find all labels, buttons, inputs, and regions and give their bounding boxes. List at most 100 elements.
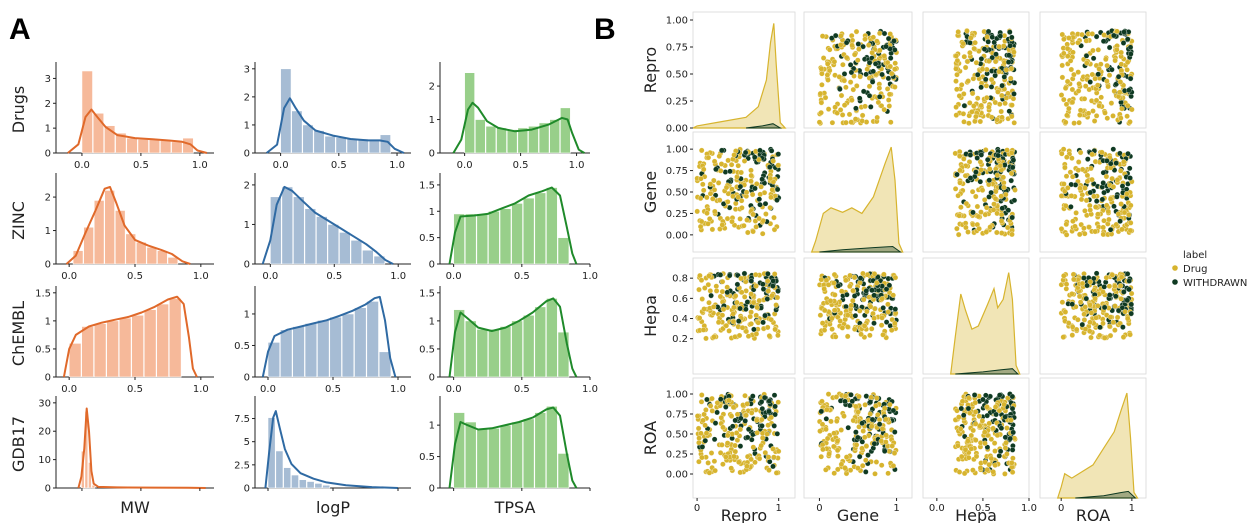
point-drug [824, 435, 831, 442]
point-withdrawn [1010, 157, 1017, 163]
point-drug [763, 211, 769, 217]
point-drug [1011, 120, 1017, 126]
point-withdrawn [1087, 189, 1094, 196]
hist-bar [366, 301, 379, 378]
point-drug [1063, 286, 1070, 292]
point-drug [1121, 209, 1128, 216]
point-withdrawn [708, 292, 714, 299]
point-drug [738, 289, 745, 296]
point-drug [957, 167, 963, 174]
point-drug [1077, 107, 1084, 114]
point-drug [874, 114, 880, 121]
y-tick-label: 1 [45, 316, 51, 327]
point-drug [1095, 211, 1101, 217]
point-drug [953, 78, 959, 84]
point-drug [836, 74, 843, 80]
hist-bar [267, 342, 281, 378]
point-drug [702, 285, 708, 291]
y-tick-label: 0 [45, 484, 51, 495]
point-drug [968, 432, 975, 439]
point-drug [826, 451, 832, 457]
kde-drug [950, 272, 1021, 375]
point-withdrawn [866, 92, 873, 99]
point-withdrawn [843, 303, 849, 310]
point-drug [831, 271, 838, 278]
point-drug [834, 438, 841, 444]
point-drug [831, 470, 837, 476]
point-drug [752, 459, 758, 466]
point-drug [712, 208, 718, 215]
point-withdrawn [775, 151, 782, 157]
point-drug [833, 394, 840, 400]
row-label-gdb17: GDB17 [9, 416, 28, 472]
point-drug [1087, 207, 1093, 213]
point-withdrawn [1083, 53, 1090, 59]
point-drug [711, 458, 718, 464]
point-drug [876, 85, 883, 91]
point-withdrawn [1117, 218, 1123, 224]
point-drug [1115, 211, 1122, 217]
hist-bar [118, 317, 132, 378]
point-withdrawn [1121, 289, 1127, 295]
point-drug [873, 280, 880, 286]
hist-bar [506, 129, 518, 154]
point-withdrawn [1069, 301, 1075, 307]
point-drug [975, 213, 982, 220]
point-drug [738, 169, 744, 176]
point-drug [1064, 53, 1071, 59]
hist-bar [329, 316, 342, 378]
x-tick-label: 0.5 [133, 160, 149, 171]
point-withdrawn [965, 405, 972, 412]
point-drug [970, 467, 976, 473]
hist-bar [327, 224, 340, 265]
point-withdrawn [738, 415, 744, 422]
x-tick-label: 1.0 [389, 160, 405, 171]
hist-bar [93, 323, 107, 378]
point-withdrawn [717, 272, 724, 278]
point-drug [1073, 210, 1079, 216]
point-drug [1066, 35, 1072, 41]
y-tick-label: 0 [45, 149, 51, 160]
point-withdrawn [771, 423, 777, 429]
point-withdrawn [744, 299, 751, 305]
y-tick-label: 1 [244, 220, 250, 231]
point-withdrawn [1104, 158, 1110, 164]
point-drug [1088, 98, 1095, 104]
x-tick-label: 1.0 [582, 384, 598, 395]
point-drug [971, 103, 977, 109]
y-tick-label: 2 [45, 193, 51, 204]
point-withdrawn [1097, 324, 1103, 331]
point-drug [819, 82, 825, 88]
point-drug [694, 208, 700, 215]
point-withdrawn [1001, 74, 1008, 80]
point-drug [841, 102, 848, 108]
point-withdrawn [978, 84, 984, 91]
point-drug [986, 420, 992, 427]
point-drug [820, 446, 826, 453]
point-drug [728, 161, 735, 168]
y-tick-label: 1.00 [666, 390, 688, 401]
hist-bar [106, 320, 119, 378]
x-tick-label: 0.5 [514, 384, 530, 395]
point-drug [1088, 310, 1095, 316]
point-drug [972, 421, 979, 427]
point-drug [881, 271, 887, 278]
pair-row-label-repro: Repro [641, 47, 660, 93]
point-drug [971, 45, 977, 52]
x-tick-label: 0.0 [61, 271, 77, 282]
point-drug [965, 229, 971, 235]
point-drug [954, 57, 961, 64]
point-drug [990, 469, 996, 475]
point-drug [715, 319, 722, 326]
point-drug [711, 177, 717, 184]
point-drug [850, 86, 857, 93]
point-drug [961, 470, 968, 477]
y-tick-label: 0 [244, 373, 250, 384]
point-withdrawn [823, 416, 830, 422]
point-drug [825, 391, 832, 397]
point-drug [719, 312, 726, 318]
hist-bar [464, 421, 477, 489]
point-drug [859, 462, 866, 469]
point-drug [856, 424, 862, 430]
point-drug [1094, 82, 1101, 88]
